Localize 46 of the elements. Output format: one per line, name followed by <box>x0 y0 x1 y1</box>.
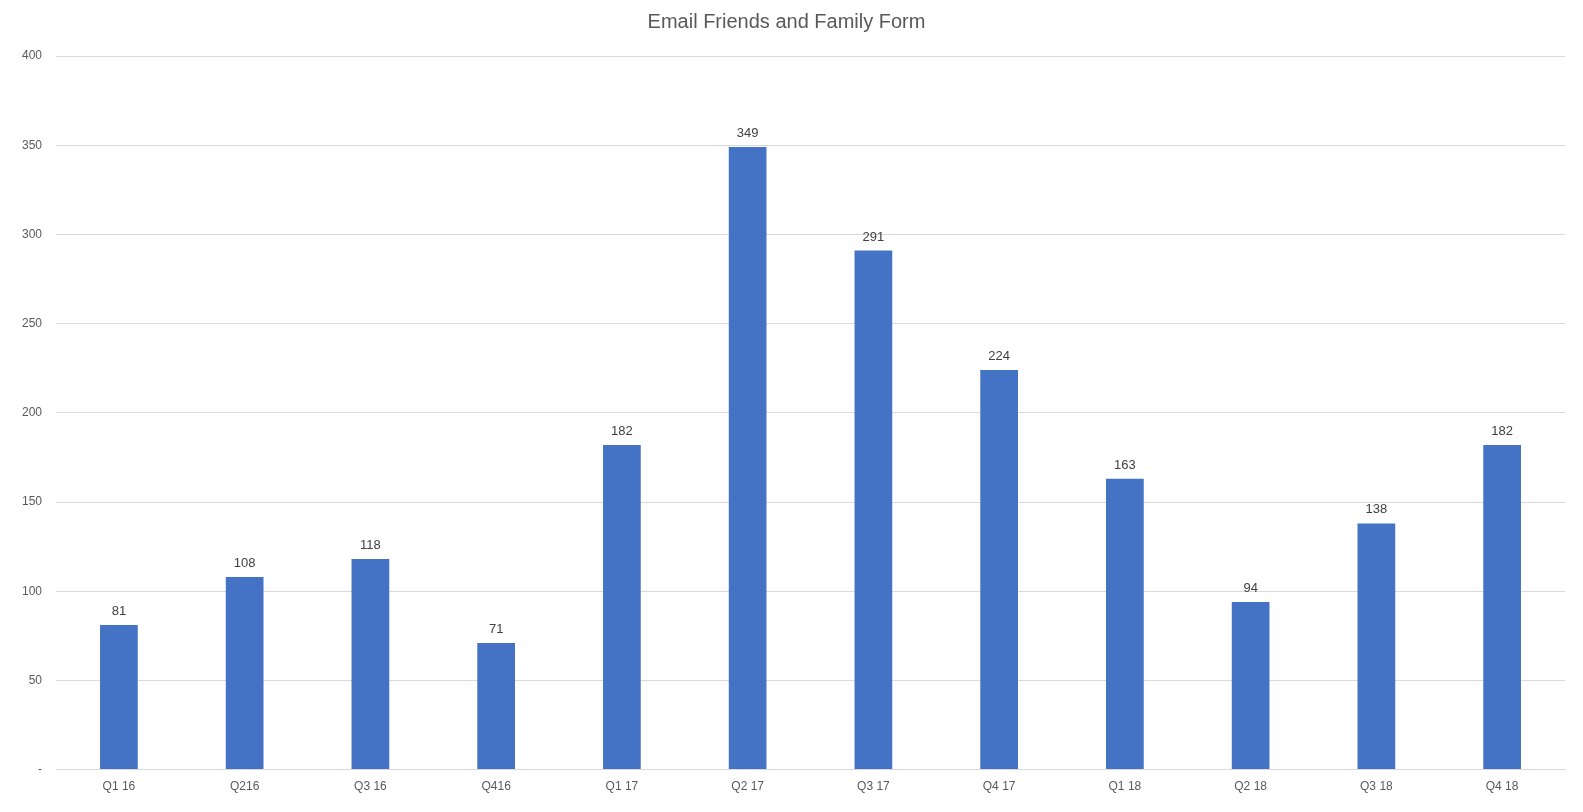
y-tick-label: 100 <box>21 583 43 598</box>
data-label: 291 <box>862 228 885 244</box>
bar <box>980 369 1018 770</box>
x-tick-label: Q1 16 <box>102 779 136 794</box>
data-label: 182 <box>1491 422 1513 438</box>
bar <box>1231 601 1270 770</box>
y-tick-label: 250 <box>21 315 43 330</box>
x-tick-label: Q4 17 <box>982 779 1016 794</box>
bar <box>477 642 515 770</box>
data-label: 81 <box>111 603 127 619</box>
data-label: 224 <box>988 348 1010 364</box>
bar <box>854 250 893 770</box>
chart-title: Email Friends and Family Form <box>647 9 926 32</box>
x-tick-label: Q2 18 <box>1234 779 1268 794</box>
data-label: 94 <box>1243 579 1258 595</box>
y-tick-label: 150 <box>21 494 43 509</box>
y-tick-label: 350 <box>21 137 43 152</box>
data-label: 71 <box>488 621 504 637</box>
y-tick-label: 50 <box>28 672 43 687</box>
bar <box>1106 478 1144 770</box>
bar <box>225 576 264 770</box>
x-tick-label: Q1 17 <box>605 779 639 794</box>
bar <box>1483 444 1521 770</box>
x-tick-label: Q2 17 <box>731 779 765 794</box>
data-label: 118 <box>360 537 381 553</box>
data-label: 108 <box>233 555 256 571</box>
x-tick-label: Q416 <box>481 779 512 794</box>
bar <box>603 444 641 770</box>
data-label: 349 <box>736 125 759 141</box>
y-tick-label: 400 <box>21 48 43 63</box>
data-label: 163 <box>1114 456 1136 472</box>
y-tick-label: - <box>38 761 43 776</box>
bar <box>728 146 767 770</box>
bar <box>1357 523 1396 770</box>
data-label: 138 <box>1365 501 1388 517</box>
y-tick-label: 200 <box>21 405 43 420</box>
data-label: 182 <box>611 422 633 438</box>
x-tick-label: Q4 18 <box>1485 779 1519 794</box>
x-tick-label: Q216 <box>229 779 260 794</box>
x-tick-label: Q3 18 <box>1360 779 1394 794</box>
x-tick-label: Q3 16 <box>354 779 388 794</box>
bar <box>100 625 138 770</box>
bar <box>351 559 390 770</box>
y-tick-label: 300 <box>21 226 43 241</box>
x-tick-label: Q1 18 <box>1108 779 1142 794</box>
x-tick-label: Q3 17 <box>857 779 891 794</box>
